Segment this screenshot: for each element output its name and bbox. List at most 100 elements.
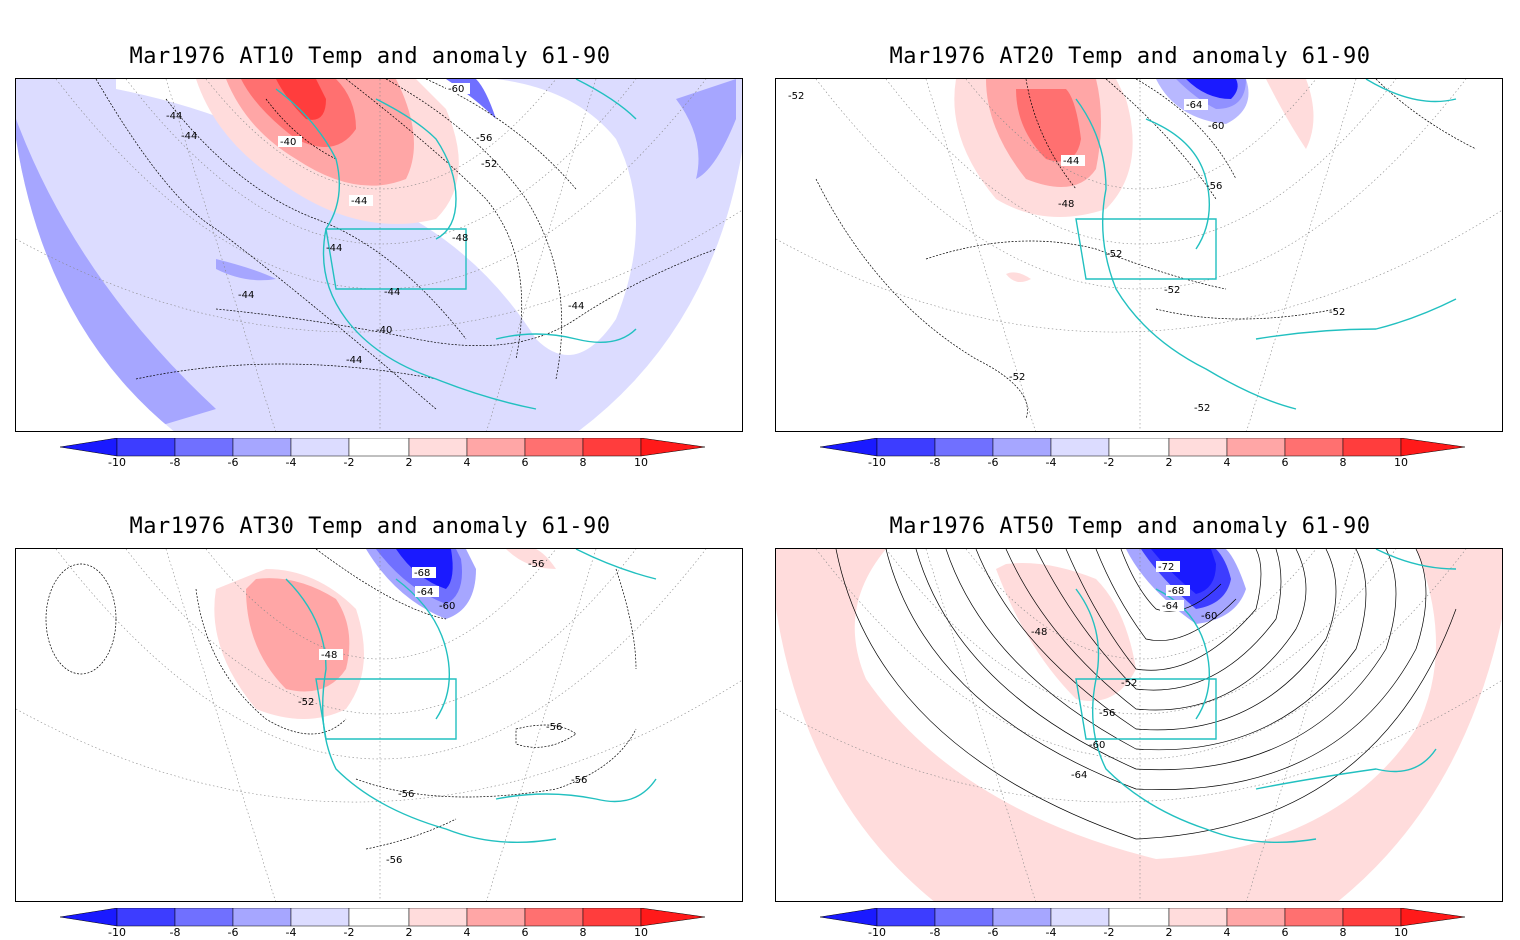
contour-labels: -60 -44 -44 -40 -56 -52 -44 -48 -44 -44 … [166, 83, 584, 366]
svg-text:-56: -56 [386, 855, 402, 866]
svg-text:-44: -44 [384, 287, 400, 298]
svg-text:-48: -48 [1058, 199, 1074, 210]
svg-text:-64: -64 [1071, 770, 1087, 781]
svg-text:-44: -44 [1063, 156, 1079, 167]
svg-text:-60: -60 [1089, 740, 1105, 751]
panel-title: Mar1976 AT10 Temp and anomaly 61-90 [129, 44, 611, 69]
svg-text:-52: -52 [1121, 678, 1137, 689]
colorbar-tick: 8 [579, 926, 587, 939]
svg-text:-52: -52 [1194, 403, 1210, 414]
colorbar-tick: -6 [987, 456, 999, 469]
svg-text:-52: -52 [1329, 307, 1345, 318]
svg-text:-44: -44 [166, 111, 182, 122]
svg-text:-40: -40 [280, 137, 296, 148]
colorbar-tick: 10 [1394, 456, 1408, 469]
svg-text:-64: -64 [1186, 100, 1202, 111]
colorbar-tick: 6 [1281, 926, 1289, 939]
panel-at10: Mar1976 AT10 Temp and anomaly 61-90 [0, 0, 743, 470]
colorbar-tick: 8 [1339, 456, 1347, 469]
colorbar-tick: 6 [521, 456, 529, 469]
coastline [275, 79, 637, 410]
colorbar-tick: -4 [285, 926, 297, 939]
colorbar-tick: 6 [521, 926, 529, 939]
contour-labels: -72 -68 -64 -60 -48 -52 -56 -60 -64 [1031, 561, 1217, 781]
colorbar-tick: 10 [1394, 926, 1408, 939]
svg-text:-56: -56 [476, 133, 492, 144]
colorbar-tick: -2 [1103, 926, 1115, 939]
svg-text:-44: -44 [346, 355, 362, 366]
colorbar-tick: -4 [1045, 926, 1057, 939]
colorbar-tick: 4 [463, 926, 471, 939]
svg-text:-56: -56 [1099, 708, 1115, 719]
colorbar-tick: 6 [1281, 456, 1289, 469]
colorbar [60, 438, 705, 457]
colorbar-ticks: -10 -8 -6 -4 -2 2 4 6 8 10 [60, 438, 705, 470]
colorbar-tick: -10 [868, 926, 886, 939]
svg-text:-60: -60 [439, 601, 455, 612]
map-at10: -60 -44 -44 -40 -56 -52 -44 -48 -44 -44 … [16, 79, 742, 431]
contour-labels: -52 -64 -60 -44 -56 -48 -52 -52 -52 -52 … [788, 91, 1345, 414]
panel-at50: Mar1976 AT50 Temp and anomaly 61-90 [760, 470, 1503, 940]
colorbar-tick: -10 [108, 926, 126, 939]
svg-text:-56: -56 [546, 722, 562, 733]
svg-text:-64: -64 [1162, 601, 1178, 612]
panel-title: Mar1976 AT30 Temp and anomaly 61-90 [129, 514, 611, 539]
map-at50: -72 -68 -64 -60 -48 -52 -56 -60 -64 [776, 549, 1502, 901]
colorbar-tick: 2 [405, 456, 413, 469]
colorbar-tick: -6 [987, 926, 999, 939]
colorbar [820, 908, 1465, 927]
coastline [1075, 79, 1457, 410]
map-frame: -60 -44 -44 -40 -56 -52 -44 -48 -44 -44 … [15, 78, 743, 432]
svg-text:-48: -48 [1031, 627, 1047, 638]
colorbar-tick: 4 [463, 456, 471, 469]
map-at20: -52 -64 -60 -44 -56 -48 -52 -52 -52 -52 … [776, 79, 1502, 431]
colorbar-tick: 10 [634, 926, 648, 939]
colorbar-tick: -8 [169, 926, 181, 939]
svg-text:-48: -48 [452, 233, 468, 244]
colorbar-tick: 8 [579, 456, 587, 469]
svg-text:-56: -56 [528, 559, 544, 570]
colorbar-tick: -2 [1103, 456, 1115, 469]
colorbar [60, 908, 705, 927]
map-frame: -72 -68 -64 -60 -48 -52 -56 -60 -64 [775, 548, 1503, 902]
colorbar-tick: -4 [1045, 456, 1057, 469]
colorbar-tick: -2 [343, 456, 355, 469]
colorbar-tick: 2 [1165, 926, 1173, 939]
map-frame: -52 -64 -60 -44 -56 -48 -52 -52 -52 -52 … [775, 78, 1503, 432]
colorbar-tick: -6 [227, 926, 239, 939]
svg-text:-68: -68 [1168, 586, 1184, 597]
svg-text:-52: -52 [1164, 285, 1180, 296]
svg-text:-52: -52 [788, 91, 804, 102]
colorbar-tick: 2 [405, 926, 413, 939]
colorbar-tick: 4 [1223, 456, 1231, 469]
colorbar-ticks: -10 -8 -6 -4 -2 2 4 6 8 10 [820, 438, 1465, 470]
coastline [285, 549, 657, 844]
colorbar-ticks: -10 -8 -6 -4 -2 2 4 6 8 10 [820, 908, 1465, 940]
panel-at20: Mar1976 AT20 Temp and anomaly 61-90 [760, 0, 1503, 470]
panel-title: Mar1976 AT20 Temp and anomaly 61-90 [889, 44, 1371, 69]
panel-title: Mar1976 AT50 Temp and anomaly 61-90 [889, 514, 1371, 539]
svg-text:-60: -60 [448, 84, 464, 95]
svg-text:-56: -56 [571, 775, 587, 786]
contour-labels: -68 -64 -60 -56 -48 -52 -56 -56 -56 -56 [298, 559, 587, 866]
svg-text:-44: -44 [351, 196, 367, 207]
colorbar-tick: -8 [169, 456, 181, 469]
colorbar-tick: -6 [227, 456, 239, 469]
svg-text:-68: -68 [414, 568, 430, 579]
svg-text:-44: -44 [326, 243, 342, 254]
colorbar-tick: -8 [929, 456, 941, 469]
svg-text:-60: -60 [1201, 611, 1217, 622]
colorbar-tick: 8 [1339, 926, 1347, 939]
svg-text:-60: -60 [1208, 121, 1224, 132]
svg-text:-56: -56 [1206, 181, 1222, 192]
panel-at30: Mar1976 AT30 Temp and anomaly 61-90 [0, 470, 743, 940]
colorbar-tick: -4 [285, 456, 297, 469]
colorbar-ticks: -10 -8 -6 -4 -2 2 4 6 8 10 [60, 908, 705, 940]
svg-text:-44: -44 [238, 290, 254, 301]
svg-text:-40: -40 [376, 325, 392, 336]
colorbar-tick: 10 [634, 456, 648, 469]
svg-text:-44: -44 [568, 301, 584, 312]
map-frame: -68 -64 -60 -56 -48 -52 -56 -56 -56 -56 [15, 548, 743, 902]
svg-text:-52: -52 [1106, 249, 1122, 260]
svg-text:-72: -72 [1158, 562, 1174, 573]
